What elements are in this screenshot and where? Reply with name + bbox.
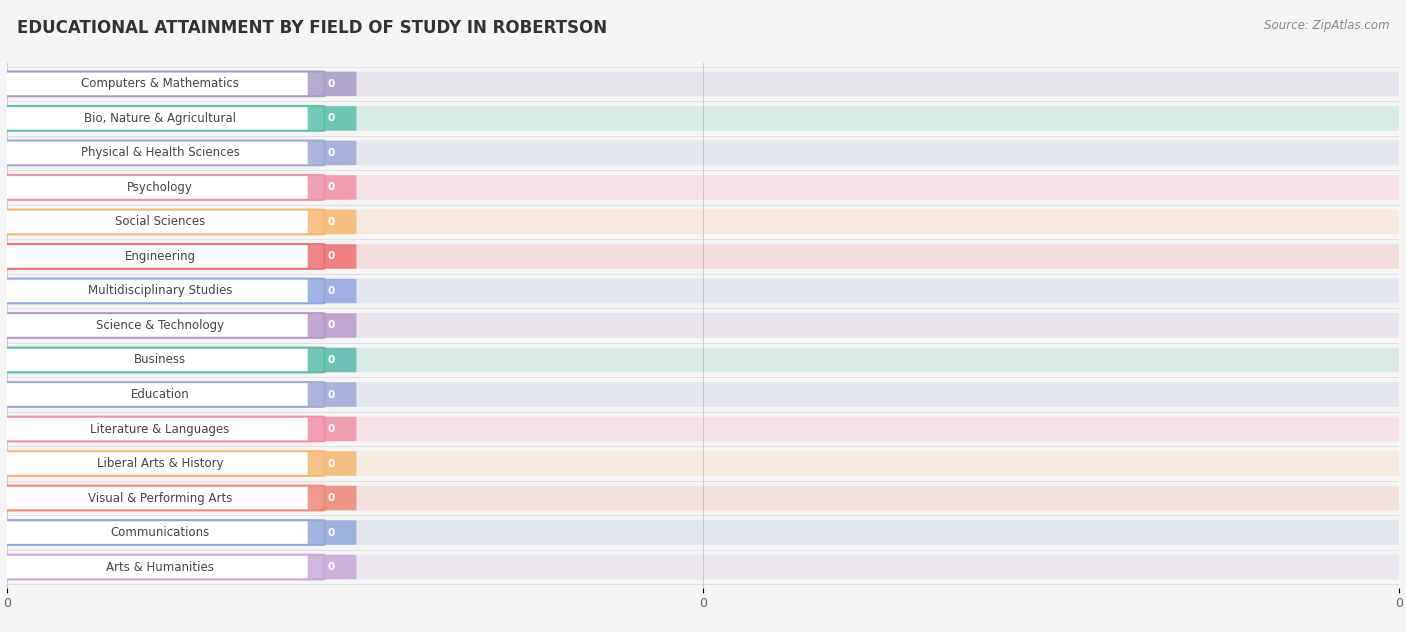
FancyBboxPatch shape [0, 555, 325, 580]
Text: Arts & Humanities: Arts & Humanities [107, 561, 214, 574]
Text: 0: 0 [328, 217, 335, 227]
FancyBboxPatch shape [308, 348, 356, 372]
FancyBboxPatch shape [0, 279, 325, 303]
FancyBboxPatch shape [0, 451, 325, 476]
FancyBboxPatch shape [308, 210, 356, 234]
Text: 0: 0 [328, 148, 335, 158]
FancyBboxPatch shape [0, 313, 1406, 338]
FancyBboxPatch shape [0, 71, 325, 96]
FancyBboxPatch shape [0, 210, 325, 234]
FancyBboxPatch shape [308, 175, 356, 200]
FancyBboxPatch shape [308, 520, 356, 545]
FancyBboxPatch shape [308, 486, 356, 510]
FancyBboxPatch shape [0, 451, 1406, 476]
FancyBboxPatch shape [308, 244, 356, 269]
FancyBboxPatch shape [308, 416, 356, 441]
FancyBboxPatch shape [0, 520, 325, 545]
FancyBboxPatch shape [308, 451, 356, 476]
FancyBboxPatch shape [0, 313, 325, 338]
FancyBboxPatch shape [0, 175, 325, 200]
Text: Business: Business [134, 353, 186, 367]
Text: 0: 0 [328, 562, 335, 572]
Text: 0: 0 [328, 320, 335, 331]
Text: 0: 0 [328, 113, 335, 123]
FancyBboxPatch shape [0, 244, 325, 269]
FancyBboxPatch shape [0, 348, 1406, 372]
Text: Education: Education [131, 388, 190, 401]
FancyBboxPatch shape [308, 141, 356, 165]
FancyBboxPatch shape [308, 555, 356, 580]
FancyBboxPatch shape [0, 140, 1406, 166]
FancyBboxPatch shape [0, 210, 1406, 234]
Text: Liberal Arts & History: Liberal Arts & History [97, 457, 224, 470]
Text: 0: 0 [328, 459, 335, 468]
Text: Psychology: Psychology [127, 181, 193, 194]
Text: 0: 0 [328, 286, 335, 296]
FancyBboxPatch shape [308, 313, 356, 337]
FancyBboxPatch shape [0, 382, 325, 407]
FancyBboxPatch shape [0, 416, 325, 441]
Text: EDUCATIONAL ATTAINMENT BY FIELD OF STUDY IN ROBERTSON: EDUCATIONAL ATTAINMENT BY FIELD OF STUDY… [17, 19, 607, 37]
FancyBboxPatch shape [308, 106, 356, 131]
FancyBboxPatch shape [0, 175, 1406, 200]
Text: Literature & Languages: Literature & Languages [90, 423, 229, 435]
Text: Communications: Communications [111, 526, 209, 539]
FancyBboxPatch shape [0, 382, 1406, 407]
FancyBboxPatch shape [0, 416, 1406, 441]
Text: Physical & Health Sciences: Physical & Health Sciences [80, 147, 239, 159]
FancyBboxPatch shape [0, 140, 325, 166]
FancyBboxPatch shape [308, 279, 356, 303]
Text: Source: ZipAtlas.com: Source: ZipAtlas.com [1264, 19, 1389, 32]
Text: Science & Technology: Science & Technology [96, 319, 224, 332]
FancyBboxPatch shape [0, 348, 325, 372]
FancyBboxPatch shape [0, 520, 1406, 545]
FancyBboxPatch shape [0, 106, 325, 131]
Text: 0: 0 [328, 493, 335, 503]
Text: 0: 0 [328, 79, 335, 89]
FancyBboxPatch shape [0, 244, 1406, 269]
FancyBboxPatch shape [0, 279, 1406, 303]
Text: 0: 0 [328, 389, 335, 399]
FancyBboxPatch shape [0, 71, 1406, 96]
Text: 0: 0 [328, 355, 335, 365]
Text: Visual & Performing Arts: Visual & Performing Arts [89, 492, 232, 504]
FancyBboxPatch shape [0, 106, 1406, 131]
Text: Bio, Nature & Agricultural: Bio, Nature & Agricultural [84, 112, 236, 125]
Text: Computers & Mathematics: Computers & Mathematics [82, 77, 239, 90]
FancyBboxPatch shape [0, 485, 325, 511]
Text: 0: 0 [328, 528, 335, 538]
FancyBboxPatch shape [308, 382, 356, 407]
Text: Engineering: Engineering [125, 250, 195, 263]
Text: Multidisciplinary Studies: Multidisciplinary Studies [89, 284, 232, 298]
Text: 0: 0 [328, 252, 335, 262]
FancyBboxPatch shape [0, 555, 1406, 580]
Text: 0: 0 [328, 183, 335, 192]
Text: Social Sciences: Social Sciences [115, 216, 205, 228]
Text: 0: 0 [328, 424, 335, 434]
FancyBboxPatch shape [0, 485, 1406, 511]
FancyBboxPatch shape [308, 71, 356, 96]
